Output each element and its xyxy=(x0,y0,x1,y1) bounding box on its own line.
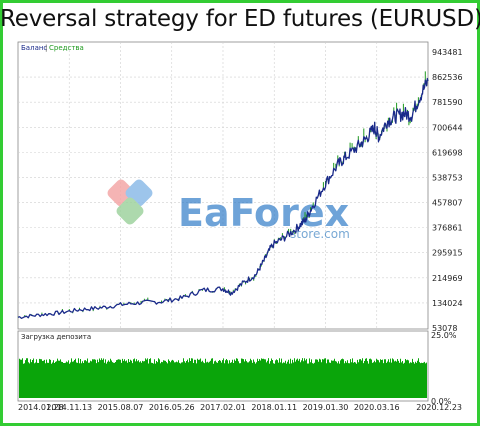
x-tick-label: 2020.12.23 xyxy=(416,403,462,412)
legend-equity: Средства xyxy=(49,44,84,52)
chart-title: Reversal strategy for ED futures (EURUSD… xyxy=(0,6,480,32)
watermark-text-main: EaForex xyxy=(178,191,349,235)
y-tick-label: 943481 xyxy=(432,48,463,57)
legend-separator: | xyxy=(45,44,47,52)
y-tick-label: 295915 xyxy=(432,249,463,258)
y-tick-label: 457807 xyxy=(432,199,463,208)
x-tick-label: 2020.03.16 xyxy=(354,403,400,412)
deposit-load-bar xyxy=(19,358,427,398)
deposit-load-title: Загрузка депозита xyxy=(21,333,91,341)
grid xyxy=(18,42,428,329)
y-tick-label: 700644 xyxy=(432,123,463,132)
y-tick-label: 619698 xyxy=(432,148,463,157)
series-layer xyxy=(17,71,429,319)
watermark-emblem xyxy=(107,179,153,225)
x-tick-label: 2018.01.11 xyxy=(251,403,297,412)
y-tick-label: 376861 xyxy=(432,224,463,233)
x-tick-label: 2016.05.26 xyxy=(149,403,195,412)
deposit-load-max-tick: 25.0% xyxy=(431,331,457,340)
y-tick-label: 214969 xyxy=(432,274,463,283)
y-tick-label: 53078 xyxy=(432,324,457,333)
watermark-logo: EaForex store.com xyxy=(107,179,350,241)
balance-panel xyxy=(17,41,429,330)
x-tick-label: 2019.01.30 xyxy=(303,403,349,412)
x-tick-label: 2014.01.28 xyxy=(18,403,64,412)
deposit-load-min-tick: 0.0% xyxy=(431,397,452,406)
x-tick-label: 2017.02.01 xyxy=(200,403,246,412)
y-tick-label: 538753 xyxy=(432,173,463,182)
y-axis-ticks: 943481 862536 781590 700644 619698 538753 4578… xyxy=(432,48,463,333)
y-tick-label: 862536 xyxy=(432,73,463,82)
x-tick-label: 2014.11.13 xyxy=(46,403,92,412)
x-tick-label: 2015.08.07 xyxy=(98,403,144,412)
balance-series xyxy=(17,77,429,319)
y-tick-label: 781590 xyxy=(432,98,463,107)
y-tick-label: 134024 xyxy=(432,299,463,308)
legend-balance: Баланс xyxy=(21,44,47,52)
deposit-load-bars xyxy=(19,358,427,398)
watermark-text-sub: store.com xyxy=(290,227,350,241)
